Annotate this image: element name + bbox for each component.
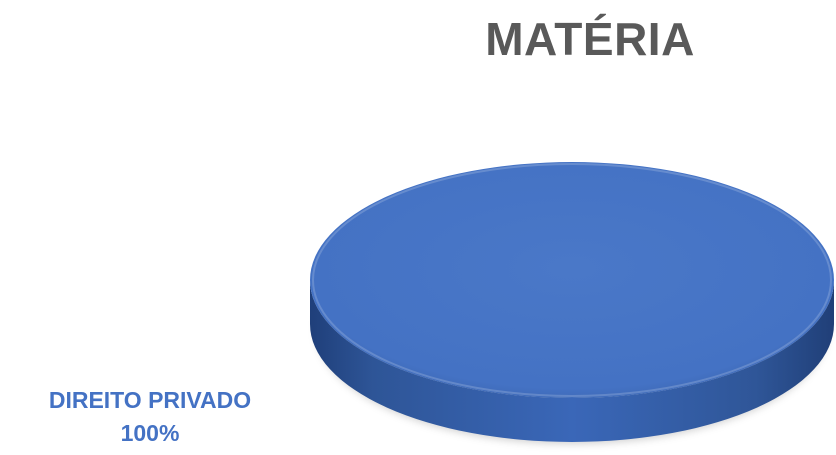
chart-title: MATÉRIA — [485, 13, 695, 65]
pie-slice-direito-privado-rim — [312, 163, 832, 397]
pie-slice-group — [310, 162, 834, 444]
data-label-value: 100% — [120, 420, 180, 446]
data-label-category: DIREITO PRIVADO — [48, 387, 252, 413]
data-label: DIREITO PRIVADO 100% — [20, 384, 280, 450]
pie-slice-direito-privado — [310, 162, 834, 398]
pie-slice-direito-privado-side — [310, 280, 834, 442]
